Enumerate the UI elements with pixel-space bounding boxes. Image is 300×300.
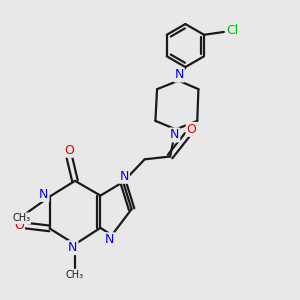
Text: CH₃: CH₃: [66, 270, 84, 280]
Text: N: N: [175, 68, 184, 82]
Text: Cl: Cl: [226, 24, 238, 37]
Text: CH₃: CH₃: [12, 213, 30, 223]
Text: N: N: [120, 170, 129, 183]
Text: N: N: [68, 241, 77, 254]
Text: N: N: [39, 188, 49, 201]
Text: O: O: [64, 144, 74, 157]
Text: O: O: [14, 219, 24, 232]
Text: N: N: [170, 128, 179, 142]
Text: N: N: [105, 233, 114, 246]
Text: O: O: [187, 123, 196, 136]
